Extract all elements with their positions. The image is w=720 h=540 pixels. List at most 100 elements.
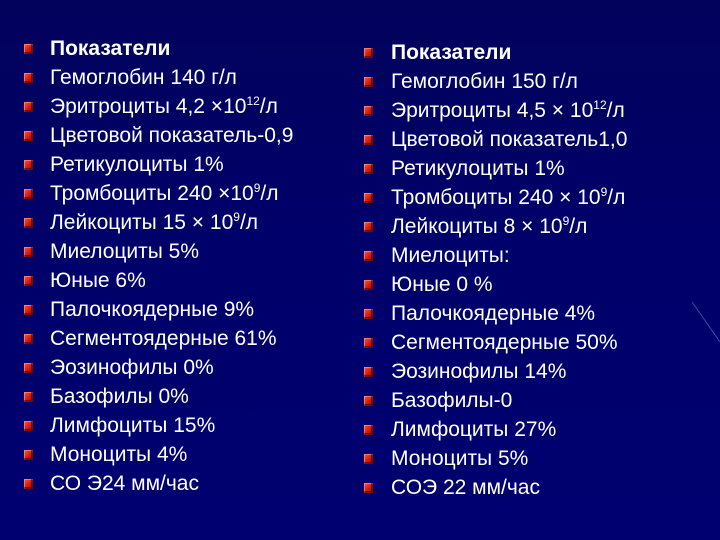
- left-list-item: Базофилы 0%: [24, 382, 354, 411]
- square-bullet-icon: [364, 251, 373, 261]
- square-bullet-icon: [364, 338, 373, 348]
- right-list-item: Ретикулоциты 1%: [364, 154, 704, 183]
- right-item-text: Лимфоциты 27%: [391, 418, 557, 441]
- left-item-text: Лимфоциты 15%: [50, 414, 216, 437]
- square-bullet-icon: [24, 334, 33, 344]
- square-bullet-icon: [364, 222, 373, 232]
- right-item-text: Миелоциты:: [391, 244, 510, 267]
- left-item-unit: /л: [239, 211, 259, 234]
- left-item-unit: /л: [259, 95, 278, 118]
- right-list-item: Гемоглобин 150 г/л: [364, 67, 704, 96]
- right-item-text: Ретикулоциты 1%: [391, 157, 565, 180]
- right-list-item: Эритроциты 4,5 × 1012/л: [364, 96, 704, 125]
- left-item-exponent: 9: [233, 210, 240, 224]
- right-list-item: Эозинофилы 14%: [364, 357, 704, 386]
- right-list-item: Цветовой показатель1,0: [364, 125, 704, 154]
- square-bullet-icon: [24, 421, 33, 431]
- left-item-text: Юные 6%: [50, 269, 146, 292]
- left-item-text: Палочкоядерные 9%: [50, 298, 255, 321]
- right-item-text: Эозинофилы 14%: [391, 360, 567, 383]
- left-item-text: Миелоциты 5%: [50, 240, 200, 263]
- square-bullet-icon: [364, 106, 373, 116]
- left-item-text: Гемоглобин 140 г/л: [50, 66, 237, 89]
- square-bullet-icon: [364, 396, 373, 406]
- right-list-item: Показатели: [364, 38, 704, 67]
- left-item-text: Цветовой показатель-0,9: [50, 124, 294, 147]
- right-list-item: Юные 0 %: [364, 270, 704, 299]
- left-list-item: Цветовой показатель-0,9: [24, 121, 354, 150]
- right-item-text: Базофилы-0: [391, 389, 513, 412]
- right-item-text: Сегментоядерные 50%: [391, 331, 618, 354]
- left-list-item: Сегментоядерные 61%: [24, 324, 354, 353]
- left-item-exponent: 9: [253, 181, 261, 195]
- square-bullet-icon: [364, 48, 373, 58]
- square-bullet-icon: [24, 305, 33, 315]
- decorative-diagonal-line: [691, 301, 720, 343]
- square-bullet-icon: [24, 44, 33, 54]
- left-item-text: Сегментоядерные 61%: [50, 327, 277, 350]
- square-bullet-icon: [24, 218, 33, 228]
- right-list-item: Сегментоядерные 50%: [364, 328, 704, 357]
- right-list-item: Лейкоциты 8 × 109/л: [364, 212, 704, 241]
- left-item-unit: /л: [260, 182, 279, 205]
- left-item-text: СО Э24 мм/час: [50, 472, 199, 495]
- square-bullet-icon: [364, 164, 373, 174]
- right-item-exponent: 9: [562, 214, 570, 228]
- square-bullet-icon: [24, 247, 33, 257]
- left-item-exponent: 12: [246, 94, 260, 108]
- left-list-item: Лимфоциты 15%: [24, 411, 354, 440]
- left-item-text: Лейкоциты 15 × 10: [50, 211, 234, 234]
- right-item-text: Палочкоядерные 4%: [391, 302, 596, 325]
- right-list-item: Лимфоциты 27%: [364, 415, 704, 444]
- square-bullet-icon: [364, 77, 373, 87]
- left-item-text: Ретикулоциты 1%: [50, 153, 224, 176]
- square-bullet-icon: [24, 450, 33, 460]
- right-list-item: Моноциты 5%: [364, 444, 704, 473]
- left-list-item: Моноциты 4%: [24, 440, 354, 469]
- left-list-item: Лейкоциты 15 × 109/л: [24, 208, 354, 237]
- right-item-text: Цветовой показатель1,0: [391, 128, 628, 151]
- right-list-item: Миелоциты:: [364, 241, 704, 270]
- square-bullet-icon: [364, 367, 373, 377]
- left-list-item: Гемоглобин 140 г/л: [24, 63, 354, 92]
- right-item-exponent: 12: [593, 98, 607, 112]
- right-item-text: Гемоглобин 150 г/л: [391, 70, 578, 93]
- square-bullet-icon: [24, 189, 33, 199]
- right-list-item: Тромбоциты 240 × 109/л: [364, 183, 704, 212]
- right-item-unit: /л: [569, 215, 588, 238]
- left-list-item: СО Э24 мм/час: [24, 469, 354, 498]
- right-list-item: СОЭ 22 мм/час: [364, 473, 704, 502]
- square-bullet-icon: [364, 280, 373, 290]
- square-bullet-icon: [364, 454, 373, 464]
- square-bullet-icon: [24, 479, 33, 489]
- left-item-text: Показатели: [50, 37, 171, 60]
- left-list-item: Палочкоядерные 9%: [24, 295, 354, 324]
- square-bullet-icon: [364, 483, 373, 493]
- right-item-text: Юные 0 %: [391, 273, 493, 296]
- square-bullet-icon: [24, 392, 33, 402]
- right-item-text: Показатели: [391, 41, 512, 64]
- square-bullet-icon: [364, 309, 373, 319]
- square-bullet-icon: [24, 102, 33, 112]
- square-bullet-icon: [364, 135, 373, 145]
- square-bullet-icon: [24, 73, 33, 83]
- left-list-item: Юные 6%: [24, 266, 354, 295]
- left-indicator-list: Показатели Гемоглобин 140 г/л Эритроциты 4…: [24, 34, 354, 498]
- square-bullet-icon: [24, 363, 33, 373]
- square-bullet-icon: [364, 425, 373, 435]
- left-item-text: Тромбоциты 240 ×10: [50, 182, 254, 205]
- left-list-item: Ретикулоциты 1%: [24, 150, 354, 179]
- square-bullet-icon: [24, 131, 33, 141]
- left-list-item: Показатели: [24, 34, 354, 63]
- left-list-item: Эритроциты 4,2 ×1012/л: [24, 92, 354, 121]
- right-list-item: Палочкоядерные 4%: [364, 299, 704, 328]
- right-indicator-list: Показатели Гемоглобин 150 г/л Эритроциты 4…: [364, 38, 704, 502]
- right-item-text: Моноциты 5%: [391, 447, 529, 470]
- right-item-unit: /л: [607, 186, 626, 209]
- right-list-item: Базофилы-0: [364, 386, 704, 415]
- left-list-item: Тромбоциты 240 ×109/л: [24, 179, 354, 208]
- right-item-text: Лейкоциты 8 × 10: [391, 215, 563, 238]
- left-list-item: Миелоциты 5%: [24, 237, 354, 266]
- left-item-text: Эритроциты 4,2 ×10: [50, 95, 247, 118]
